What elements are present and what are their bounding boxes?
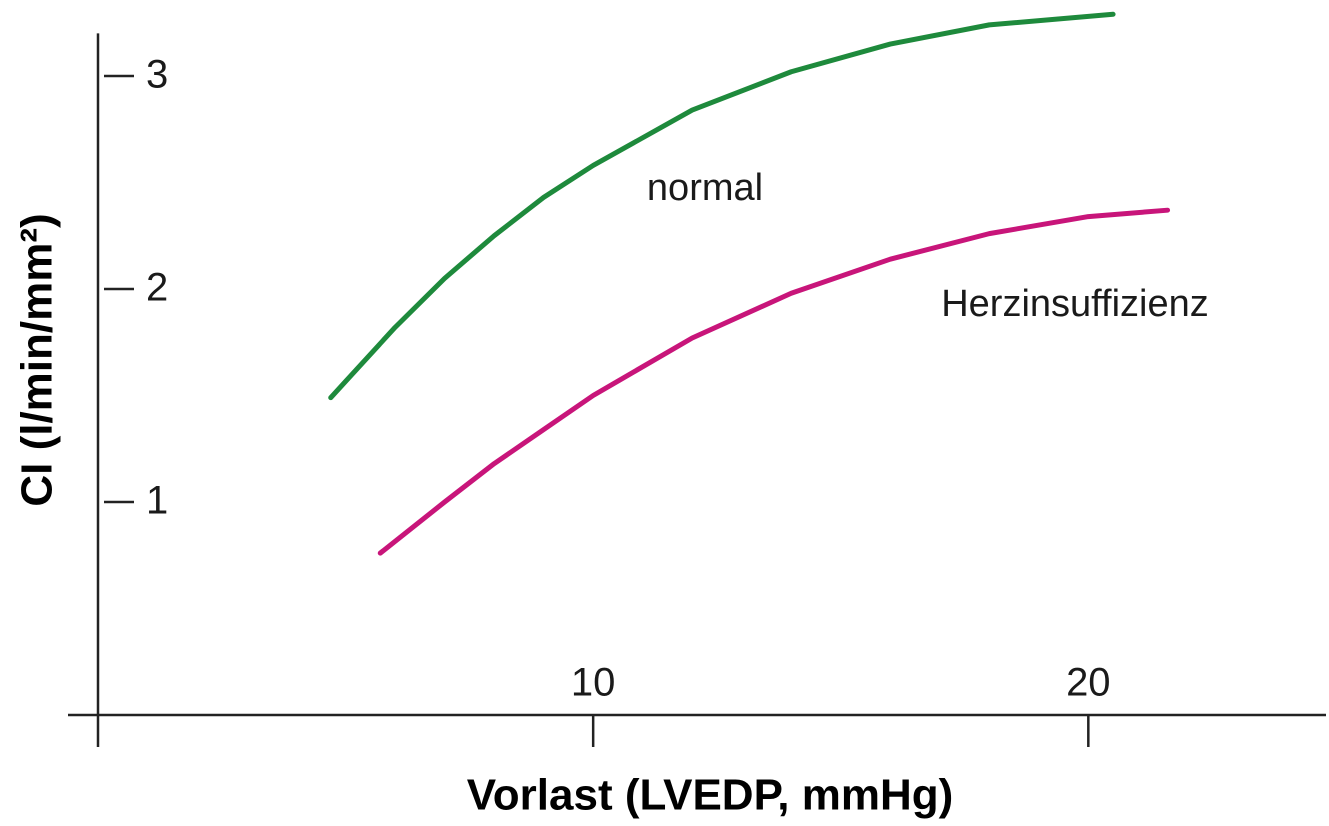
y-tick-label: 1 bbox=[146, 479, 168, 523]
line-series bbox=[328, 11, 1116, 401]
annotation: Herzinsuffizienz bbox=[941, 283, 1209, 325]
x-tick-label: 20 bbox=[1066, 661, 1111, 705]
annotation: normal bbox=[647, 167, 763, 209]
y-tick-label: 2 bbox=[146, 266, 168, 310]
x-tick-label: 10 bbox=[571, 661, 616, 705]
y-tick-label: 3 bbox=[146, 53, 168, 97]
y-axis-title: CI (l/min/mm²) bbox=[13, 213, 62, 506]
x-axis-title: Vorlast (LVEDP, mmHg) bbox=[467, 771, 954, 820]
line-series bbox=[377, 207, 1171, 556]
